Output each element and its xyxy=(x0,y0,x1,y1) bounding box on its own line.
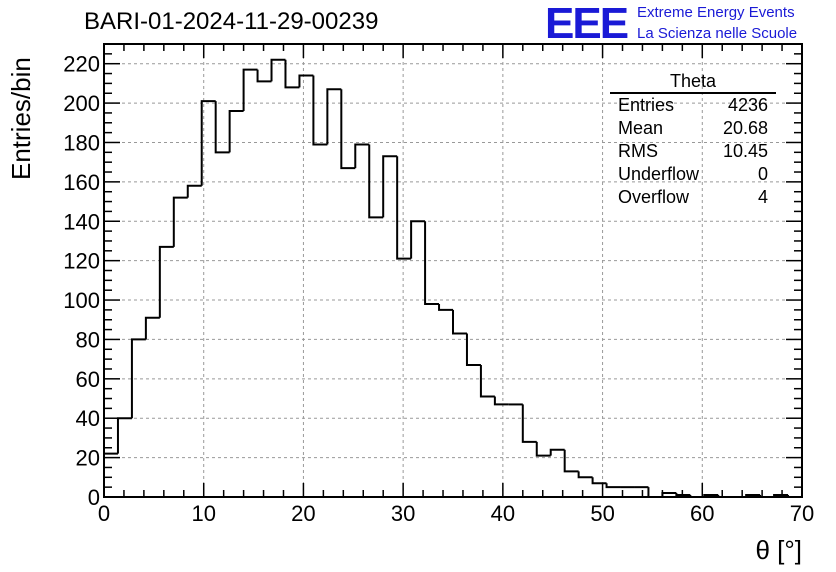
histogram-bin xyxy=(438,303,453,311)
x-axis-title: θ [°] xyxy=(755,535,802,565)
histogram-bin xyxy=(214,101,230,154)
stats-label: Underflow xyxy=(618,164,700,184)
histogram-bin xyxy=(382,155,398,218)
histogram-bin xyxy=(228,109,244,153)
axis-tick-labels: 0 10 20 30 40 50 60 700204060801001201401601802… xyxy=(63,52,814,526)
stats-value: 10.45 xyxy=(722,141,768,161)
histogram-bin xyxy=(284,59,300,89)
histogram-bin xyxy=(410,220,426,259)
y-tick-label: 40 xyxy=(76,406,100,431)
histogram-bin xyxy=(396,156,412,260)
histogram-bin xyxy=(424,221,440,305)
y-tick-label: 200 xyxy=(63,91,100,116)
histogram-bin xyxy=(340,89,356,170)
y-tick-label: 20 xyxy=(76,446,100,471)
histogram-bin xyxy=(354,143,370,169)
stats-row: Underflow 0 xyxy=(610,163,776,186)
x-tick-label: 10 xyxy=(191,501,215,526)
y-tick-label: 140 xyxy=(63,209,100,234)
stats-row: Entries 4236 xyxy=(610,94,776,117)
stats-row: Overflow 4 xyxy=(610,186,776,209)
stats-label: Mean xyxy=(618,118,664,138)
histogram-bin xyxy=(479,365,495,398)
histogram-bin xyxy=(326,88,342,145)
histogram-bin xyxy=(675,493,691,497)
stats-value: 4236 xyxy=(727,95,768,115)
stats-box: Theta Entries 4236 Mean 20.68 RMS 10.45 Underf… xyxy=(610,70,776,209)
histogram-bin xyxy=(144,316,160,340)
stats-rows: Entries 4236 Mean 20.68 RMS 10.45 Underflow 0 Ov… xyxy=(610,94,776,209)
histogram-bins xyxy=(103,58,802,498)
chart-title: BARI-01-2024-11-29-00239 xyxy=(84,8,379,35)
y-tick-label: 120 xyxy=(63,249,100,274)
stats-label: Entries xyxy=(618,95,675,115)
y-tick-label: 220 xyxy=(63,52,100,77)
histogram-bin xyxy=(535,441,551,457)
histogram-bin xyxy=(130,338,146,419)
histogram-bin xyxy=(521,404,537,443)
eee-logo-mark: EEE xyxy=(545,0,629,48)
stats-value: 0 xyxy=(757,164,768,184)
histogram-bin xyxy=(242,68,258,111)
histogram-bin xyxy=(200,100,216,186)
logo-line-1: Extreme Energy Events xyxy=(637,4,795,21)
histogram-bin xyxy=(452,309,467,335)
histogram-bin xyxy=(158,245,174,318)
histogram-bin xyxy=(549,448,565,456)
grid-lines xyxy=(104,44,802,497)
histogram-bin xyxy=(493,396,509,406)
histogram-bin xyxy=(368,144,384,219)
histogram-bin xyxy=(312,75,328,146)
stats-value: 20.68 xyxy=(722,118,768,138)
y-tick-label: 160 xyxy=(63,170,100,195)
x-tick-label: 70 xyxy=(790,501,814,526)
histogram-bin xyxy=(103,452,118,497)
histogram-bin xyxy=(256,69,272,83)
y-tick-label: 60 xyxy=(76,367,100,392)
y-tick-label: 100 xyxy=(63,288,100,313)
stats-value: 4 xyxy=(757,187,768,207)
x-tick-label: 40 xyxy=(491,501,515,526)
stats-label: Overflow xyxy=(618,187,690,207)
histogram-bin xyxy=(591,477,607,485)
y-tick-label: 80 xyxy=(76,327,100,352)
histogram-bin xyxy=(661,492,677,497)
histogram-bin xyxy=(563,449,579,473)
stats-title: Theta xyxy=(610,70,776,94)
histogram-bin xyxy=(465,333,481,367)
plot-frame xyxy=(103,43,803,498)
y-tick-label: 0 xyxy=(88,485,100,510)
histogram-bin xyxy=(577,471,593,479)
histogram-bin xyxy=(270,58,286,82)
logo-line-2: La Scienza nelle Scuole xyxy=(637,25,798,42)
histogram-bin xyxy=(605,483,621,489)
histogram-bin xyxy=(647,487,663,498)
histogram-bin xyxy=(298,74,314,88)
y-axis-title: Entries/bin xyxy=(6,57,36,180)
histogram-bin xyxy=(186,184,202,198)
stats-row: Mean 20.68 xyxy=(610,117,776,140)
x-tick-label: 0 xyxy=(98,501,110,526)
histogram-bin xyxy=(116,417,132,454)
y-tick-label: 180 xyxy=(63,130,100,155)
x-tick-label: 60 xyxy=(690,501,714,526)
stats-row: RMS 10.45 xyxy=(610,140,776,163)
histogram-bin xyxy=(172,196,188,247)
x-tick-label: 50 xyxy=(590,501,614,526)
x-tick-label: 20 xyxy=(291,501,315,526)
axis-ticks xyxy=(103,43,803,498)
x-tick-label: 30 xyxy=(391,501,415,526)
stats-label: RMS xyxy=(618,141,658,161)
